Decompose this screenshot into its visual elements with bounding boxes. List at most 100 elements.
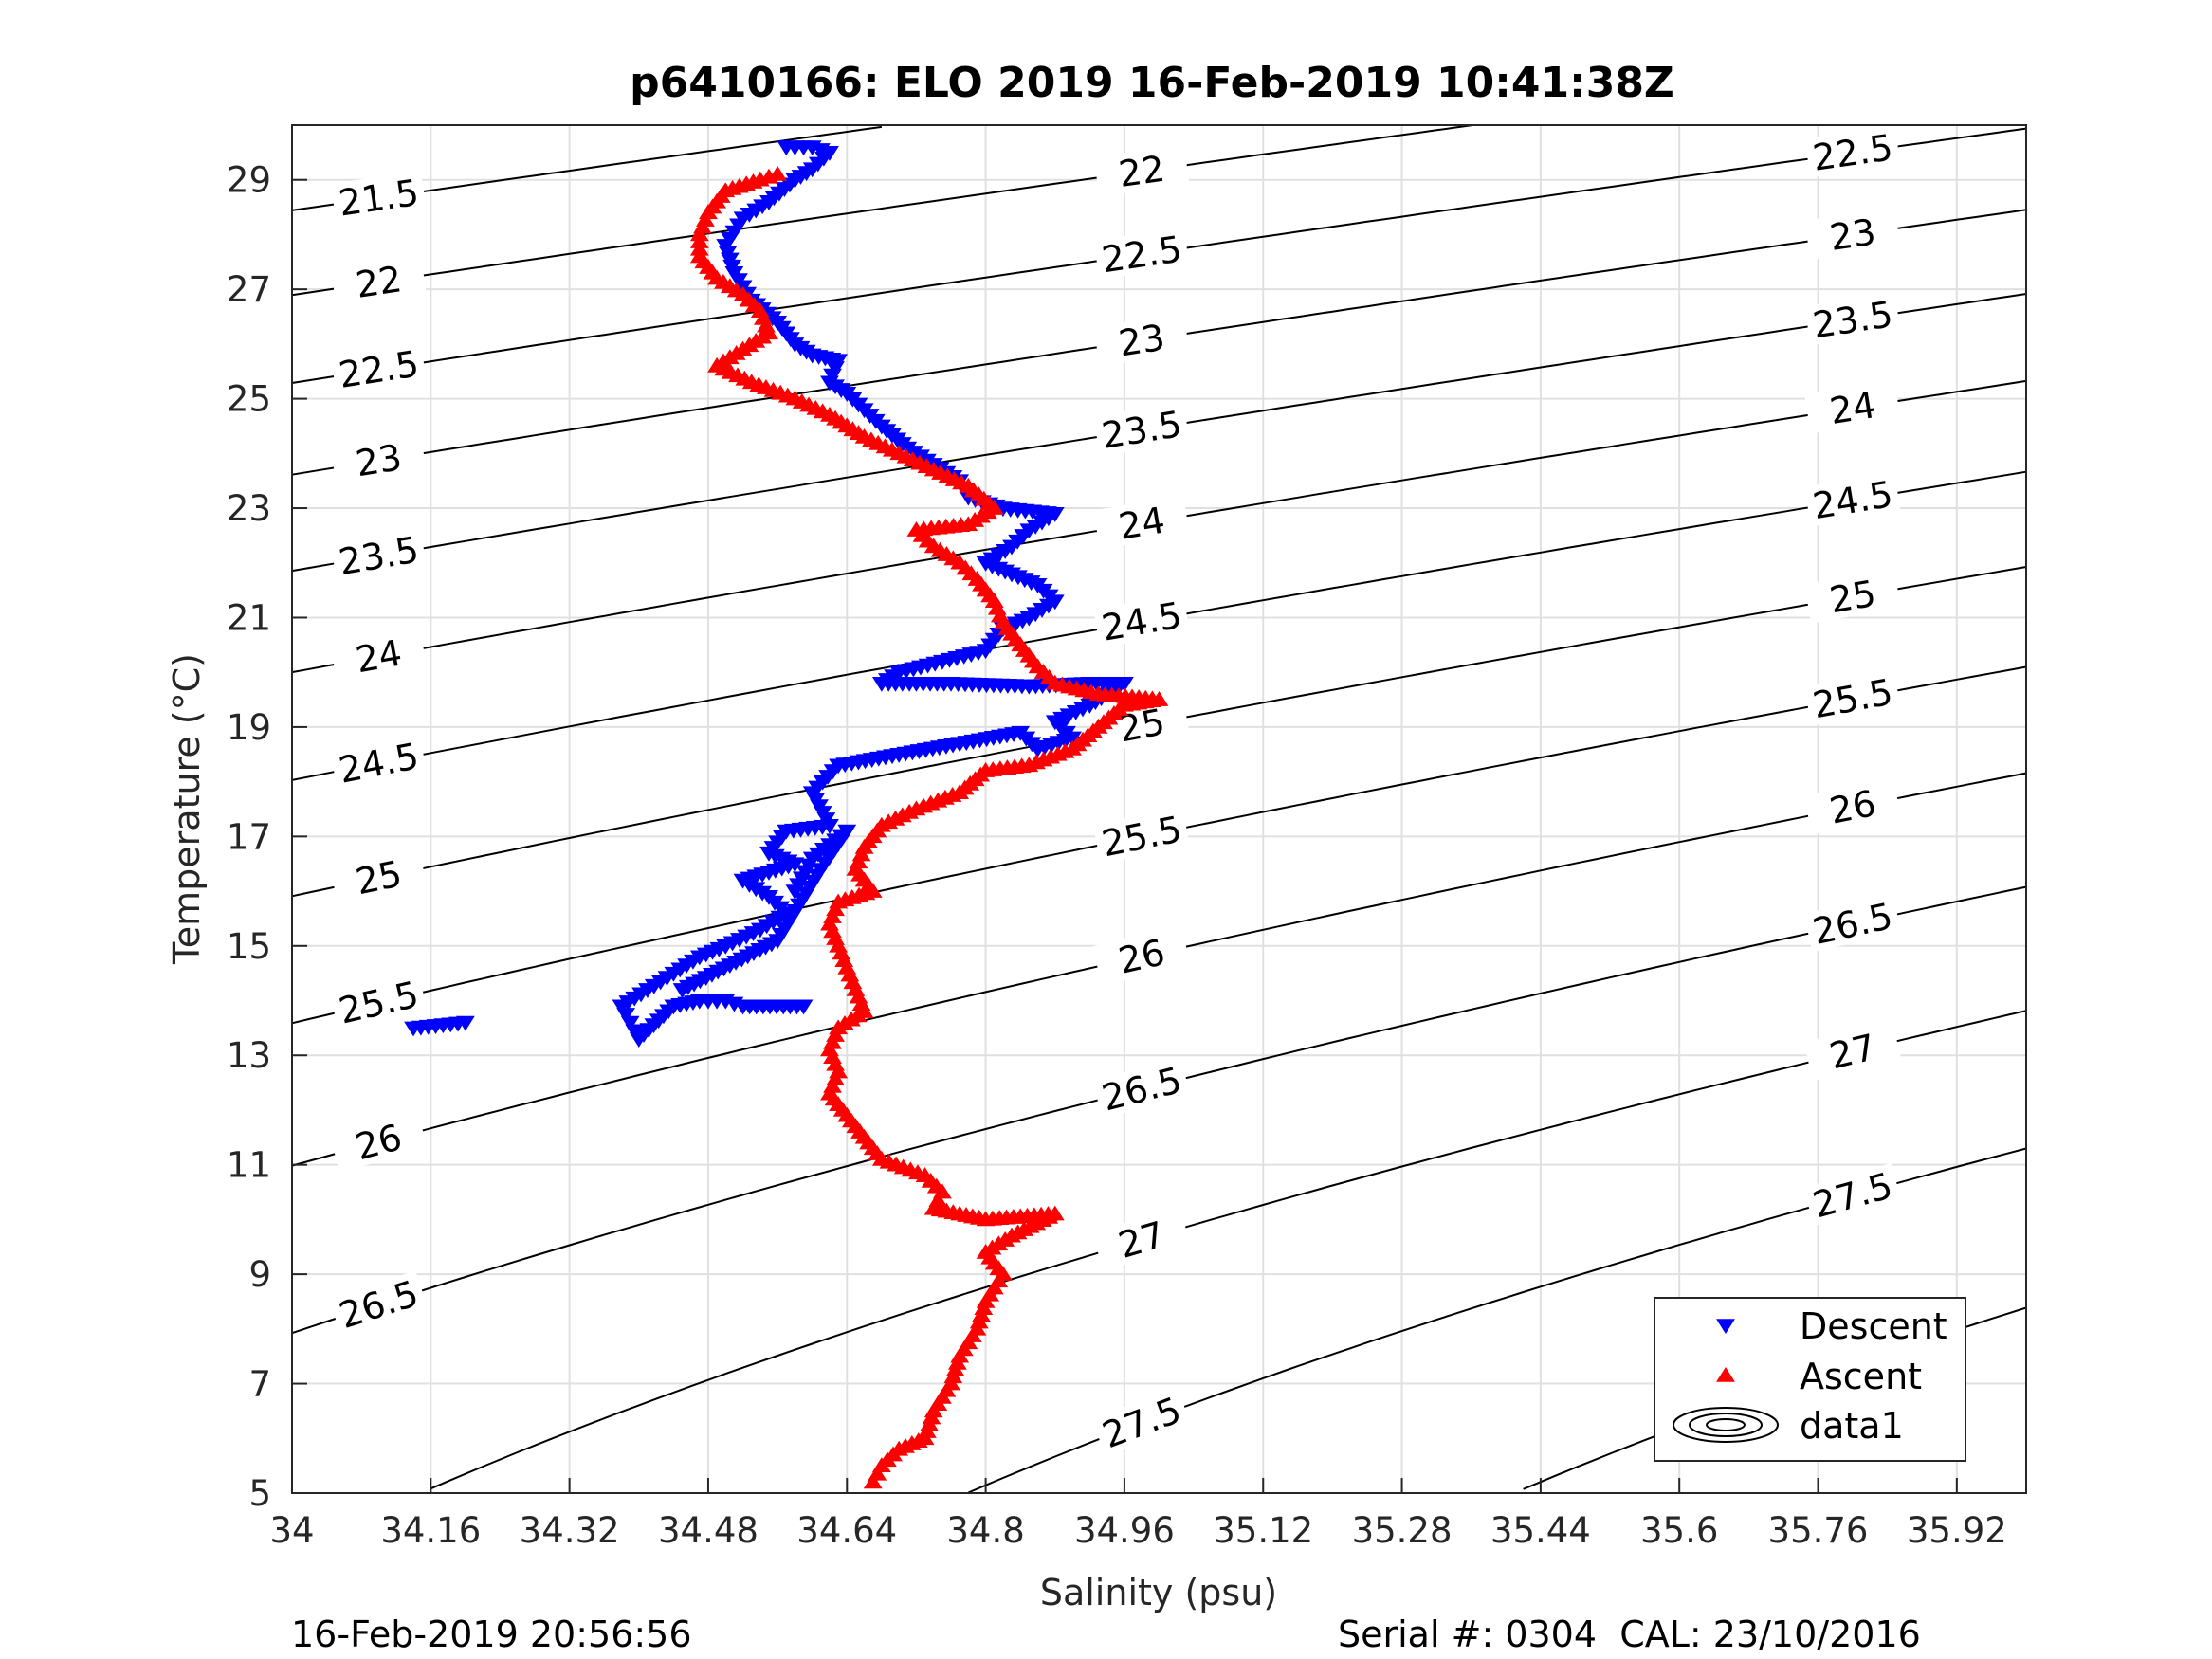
y-tick-label: 7 [248,1364,271,1405]
contour-label: 24 [1827,384,1879,432]
y-axis-label: Temperature (°C) [166,653,208,965]
descent-point [612,999,631,1015]
contour-label-bg [1804,472,1901,527]
contour-line [291,124,1472,297]
contour-label-bg [329,1110,428,1173]
contour-label-bg [1093,313,1190,367]
contour-label: 26.5 [1809,895,1896,953]
chart-title: p6410166: ELO 2019 16-Feb-2019 10:41:38Z [630,59,1674,107]
contour-label: 23.5 [336,529,422,584]
contour-label: 22.5 [1099,228,1184,282]
y-tick-label: 25 [227,379,271,420]
contour-label: 22 [353,258,404,306]
x-tick-label: 34 [269,1510,314,1551]
y-tick-label: 5 [248,1473,271,1514]
series-ascent [689,165,1169,1489]
contour-label-bg [330,734,428,791]
legend: Descent Ascent data1 [1654,1297,1966,1462]
contour-label-bg [330,341,427,395]
legend-label: Descent [1800,1305,1947,1347]
contour-label: 23 [353,436,405,484]
contour-label: 26 [1826,782,1879,832]
contour-label-bg [330,254,427,308]
density-contours: 21.5222222.522.522.523232323.523.523.524… [291,124,2027,1494]
contour-label-bg [1091,1387,1192,1457]
contour-label-bg [1803,1020,1902,1082]
contour-label-bg [1803,893,1902,953]
y-tick-label: 9 [248,1254,271,1295]
ascent-point [768,165,788,181]
contour-label: 26 [1115,931,1169,981]
y-tick-label: 11 [227,1145,271,1186]
x-tick-label: 35.76 [1768,1510,1869,1551]
contour-label-bg [330,628,428,684]
contour-label: 26.5 [334,1272,423,1337]
y-tick-label: 15 [227,926,271,967]
contour-label-bg [329,972,428,1032]
contour-label-bg [1092,1057,1191,1119]
contour-label: 24 [1116,499,1168,547]
contour-label-bg [329,848,428,906]
contour-label: 22.5 [1810,126,1895,178]
ascent-point [863,1473,883,1489]
contour-label: 25 [352,852,405,902]
y-tick-label: 23 [227,488,271,529]
descent-point [794,999,814,1015]
contour-label: 22 [1116,148,1167,195]
x-axis-ticks: 34 34.16 34.32 34.48 34.64 34.8 34.96 35.12 35.2… [269,1478,2007,1551]
y-tick-label: 29 [227,160,271,201]
x-tick-label: 34.96 [1074,1510,1175,1551]
contour-label-bg [330,527,428,583]
ascent-point [923,1199,943,1215]
contour-label: 24.5 [1810,473,1896,527]
contour-label-bg [1803,777,1902,835]
y-axis-ticks: 5 7 9 11 13 15 17 19 21 23 25 27 29 [227,160,307,1514]
y-tick-label: 17 [227,816,271,857]
x-tick-label: 35.6 [1640,1510,1718,1551]
ascent-point [928,1192,948,1207]
contour-label-bg [1091,1207,1191,1271]
contour-label: 23.5 [1810,293,1895,346]
contour-label-bg [1804,208,1901,261]
y-tick-label: 21 [227,597,271,638]
contour-label: 23 [1116,317,1167,365]
contour-label: 27 [1825,1026,1879,1077]
x-tick-label: 35.92 [1907,1510,2007,1551]
contour-label: 24.5 [336,735,422,791]
x-tick-label: 34.32 [520,1510,620,1551]
ascent-point [868,1465,887,1481]
legend-label: data1 [1800,1405,1904,1447]
footer-serial-cal: Serial #: 0304 CAL: 23/10/2016 [1338,1613,1921,1655]
contour-label-bg [1092,926,1191,986]
y-tick-label: 19 [227,707,271,748]
contour-label: 26.5 [1098,1059,1186,1119]
contour-label: 23 [1827,210,1878,258]
contour-label-bg [1804,380,1901,434]
x-tick-label: 34.64 [796,1510,897,1551]
contour-label: 22.5 [336,343,421,396]
contour-label-bg [329,1270,429,1337]
contour-label: 23.5 [1099,403,1185,457]
contour-label: 25.5 [1098,808,1185,865]
legend-contour-icon [1673,1407,1779,1443]
contour-label: 25.5 [1809,671,1895,727]
descent-point [620,1015,640,1031]
y-tick-label: 27 [227,269,271,310]
contour-label-bg [1093,592,1190,648]
contour-label-bg [1804,568,1901,624]
footer-timestamp: 16-Feb-2019 20:56:56 [291,1613,692,1655]
x-axis-label: Salinity (psu) [1040,1572,1277,1613]
contour-label-bg [1093,227,1190,281]
descent-point [616,1008,635,1023]
contour-label: 24 [353,631,405,681]
legend-descent-marker [1716,1319,1735,1335]
plot-frame [291,124,2027,1494]
contour-label: 27.5 [1097,1389,1187,1456]
contour-label-bg [330,171,427,224]
contour-label: 25 [1827,573,1879,622]
x-tick-label: 34.16 [380,1510,481,1551]
data-series [404,140,1169,1489]
contour-label-bg [1802,1162,1902,1227]
x-tick-label: 34.8 [946,1510,1024,1551]
